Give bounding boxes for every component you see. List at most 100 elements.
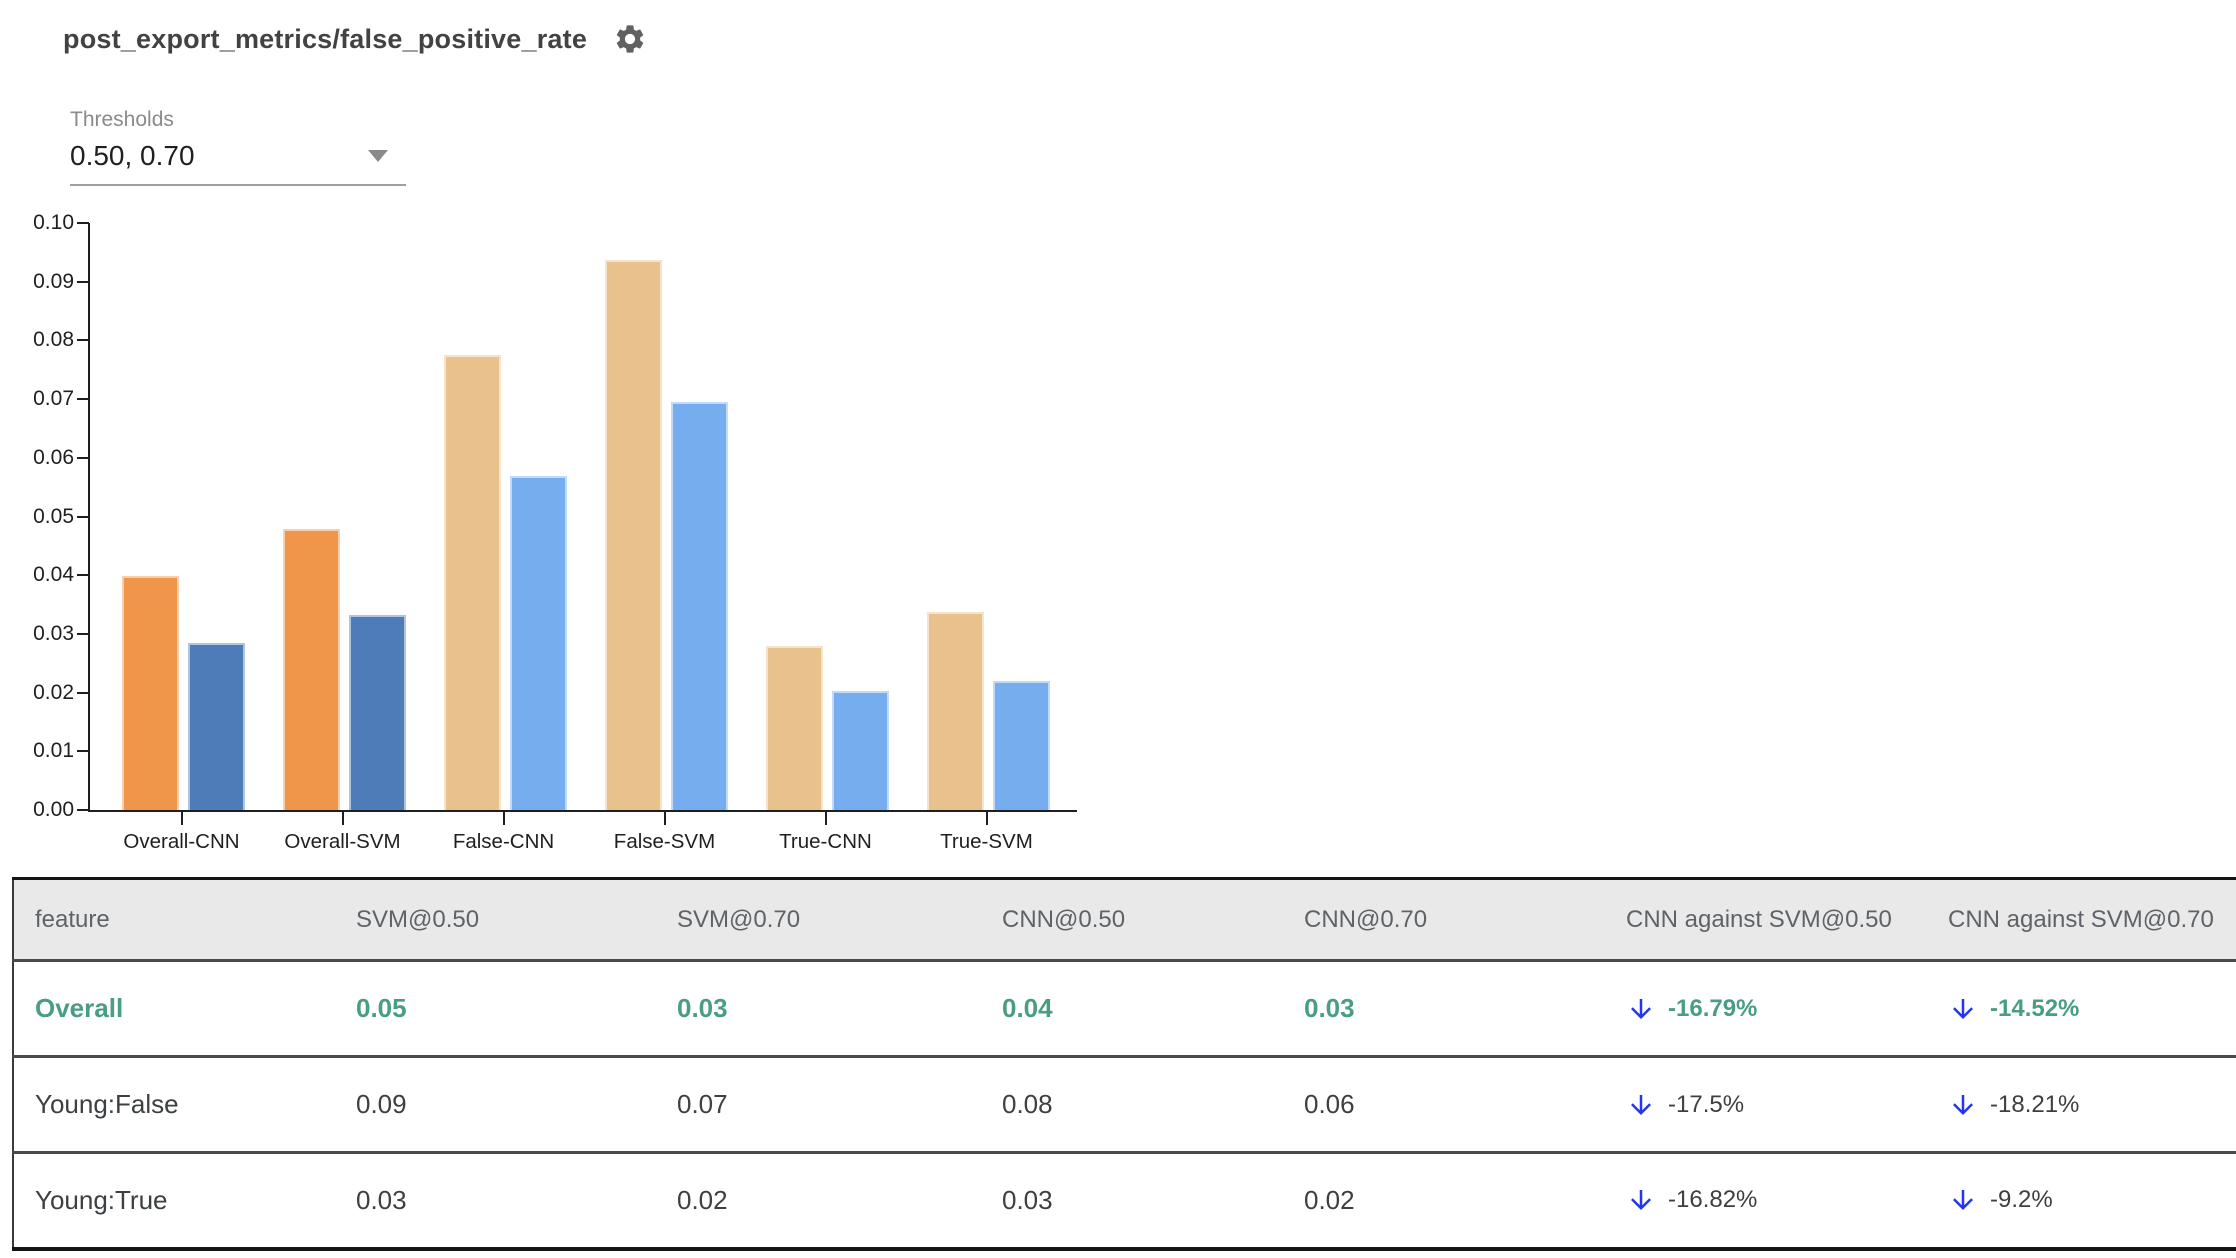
- feature-cell: Overall: [35, 993, 124, 1023]
- settings-gear-icon[interactable]: [613, 22, 647, 56]
- y-axis-tick-label: 0.05: [33, 504, 74, 528]
- y-axis-tick-label: 0.04: [33, 563, 74, 587]
- metric-header: post_export_metrics/false_positive_rate: [63, 22, 647, 56]
- metrics-table: feature SVM@0.50 SVM@0.70 CNN@0.50 CNN@0.70 C…: [12, 877, 2236, 1251]
- x-axis-label-false-svm: False-SVM: [613, 830, 716, 853]
- y-axis-tick-label: 0.03: [33, 621, 74, 645]
- change-cell: -14.52%: [1927, 961, 2236, 1057]
- bar-false-svm-threshold-0-70[interactable]: [671, 402, 728, 810]
- page-title: post_export_metrics/false_positive_rate: [63, 23, 588, 54]
- column-header-feature: feature: [35, 905, 110, 933]
- bar-true-cnn-threshold-0-50[interactable]: [766, 645, 823, 810]
- x-axis-tick: [985, 812, 988, 825]
- change-percentage: -16.79%: [1668, 994, 1758, 1022]
- thresholds-dropdown[interactable]: Thresholds 0.50, 0.70: [70, 108, 406, 186]
- thresholds-select[interactable]: 0.50, 0.70: [70, 132, 406, 186]
- false-positive-rate-bar-chart: 0.00 0.01 0.02 0.03 0.04 0.05 0.06 0.07 0.08 0.09…: [0, 0, 1130, 872]
- bar-false-cnn-threshold-0-50[interactable]: [444, 355, 501, 810]
- bar-true-svm-threshold-0-70[interactable]: [993, 680, 1050, 810]
- chart-plot-area: [88, 223, 1077, 812]
- metric-value-cell: 0.05: [356, 993, 407, 1023]
- table-row-young-false: Young:False 0.09 0.07 0.08 0.06 -17.5% -18.21%: [13, 1056, 2236, 1153]
- feature-cell: Young:True: [35, 1184, 168, 1215]
- chevron-down-icon[interactable]: [368, 150, 388, 162]
- down-arrow-icon: [1631, 1190, 1651, 1211]
- x-axis-label-true-svm: True-SVM: [940, 830, 1033, 853]
- y-axis-tick-label: 0.01: [33, 739, 74, 763]
- column-header-cnn-against-svm-0-50: CNN against SVM@0.50: [1626, 905, 1892, 933]
- change-cell: -16.82%: [1605, 1153, 1927, 1249]
- down-arrow-icon: [1631, 1094, 1651, 1115]
- y-axis-tick-label: 0.08: [33, 328, 74, 352]
- y-axis-tick-label: 0.06: [33, 445, 74, 469]
- change-indicator: -18.21%: [1948, 1090, 2236, 1120]
- y-axis-tick: [77, 632, 89, 635]
- change-indicator: -9.2%: [1948, 1185, 2236, 1215]
- metrics-table-header: feature SVM@0.50 SVM@0.70 CNN@0.50 CNN@0.70 C…: [13, 878, 2236, 961]
- x-axis-label-overall-cnn: Overall-CNN: [123, 830, 240, 853]
- bar-false-svm-threshold-0-50[interactable]: [605, 259, 662, 810]
- y-axis-tick-label: 0.00: [33, 798, 74, 821]
- x-axis-label-true-cnn: True-CNN: [779, 830, 872, 853]
- metric-value-cell: 0.03: [1002, 1184, 1053, 1215]
- metric-value-cell: 0.06: [1304, 1089, 1355, 1119]
- metric-value-cell: 0.02: [1304, 1184, 1355, 1215]
- x-axis-label-overall-svm: Overall-SVM: [284, 830, 401, 853]
- y-axis-tick: [77, 280, 89, 283]
- bar-false-cnn-threshold-0-70[interactable]: [510, 476, 567, 810]
- metric-value-cell: 0.03: [677, 993, 728, 1023]
- y-axis-tick: [77, 574, 89, 577]
- y-axis-tick: [77, 456, 89, 459]
- change-cell: -16.79%: [1605, 961, 1927, 1057]
- table-row-young-true: Young:True 0.03 0.02 0.03 0.02 -16.82% -9.2%: [13, 1152, 2236, 1249]
- y-axis-tick-label: 0.09: [33, 269, 74, 293]
- metric-value-cell: 0.02: [677, 1184, 728, 1215]
- y-axis-tick-label: 0.07: [33, 387, 74, 411]
- x-axis-tick: [663, 812, 666, 825]
- column-header-svm-0-50: SVM@0.50: [356, 905, 480, 933]
- y-axis-tick-label: 0.10: [33, 211, 74, 234]
- table-row-overall: Overall 0.05 0.03 0.04 0.03 -16.79% -14.52%: [13, 960, 2236, 1057]
- down-arrow-icon: [1631, 998, 1651, 1019]
- change-indicator: -14.52%: [1948, 994, 2236, 1024]
- bar-overall-svm-threshold-0-50[interactable]: [283, 529, 340, 810]
- column-header-cnn-against-svm-0-70: CNN against SVM@0.70: [1948, 905, 2214, 933]
- change-indicator: -16.82%: [1626, 1185, 1926, 1215]
- x-axis-tick: [824, 812, 827, 825]
- y-axis-tick: [77, 515, 89, 518]
- y-axis-tick: [77, 222, 89, 224]
- down-arrow-icon: [1953, 1094, 1973, 1115]
- x-axis-label-false-cnn: False-CNN: [452, 830, 555, 853]
- metric-value-cell: 0.07: [677, 1089, 728, 1119]
- column-header-svm-0-70: SVM@0.70: [677, 905, 801, 933]
- change-percentage: -17.5%: [1668, 1090, 1745, 1118]
- y-axis-tick: [77, 809, 89, 811]
- metric-value-cell: 0.08: [1002, 1089, 1053, 1119]
- bar-true-svm-threshold-0-50[interactable]: [927, 612, 984, 810]
- bar-overall-cnn-threshold-0-50[interactable]: [122, 576, 179, 810]
- metric-value-cell: 0.09: [356, 1089, 407, 1119]
- y-axis-tick-label: 0.02: [33, 680, 74, 704]
- change-indicator: -17.5%: [1626, 1090, 1926, 1120]
- y-axis-tick: [77, 750, 89, 753]
- y-axis-tick: [77, 339, 89, 342]
- change-percentage: -14.52%: [1990, 994, 2080, 1022]
- change-percentage: -18.21%: [1990, 1090, 2080, 1118]
- bar-true-cnn-threshold-0-70[interactable]: [832, 691, 889, 810]
- feature-cell: Young:False: [35, 1089, 179, 1119]
- x-axis-tick: [341, 812, 344, 825]
- thresholds-label: Thresholds: [70, 108, 174, 131]
- metric-value-cell: 0.03: [356, 1184, 407, 1215]
- column-header-cnn-0-70: CNN@0.70: [1304, 905, 1428, 933]
- change-cell: -18.21%: [1927, 1057, 2236, 1153]
- metric-value-cell: 0.03: [1304, 993, 1355, 1023]
- bar-overall-svm-threshold-0-70[interactable]: [349, 615, 406, 810]
- y-axis-tick: [77, 398, 89, 401]
- x-axis-tick: [502, 812, 505, 825]
- metric-value-cell: 0.04: [1002, 993, 1053, 1023]
- bar-overall-cnn-threshold-0-70[interactable]: [188, 643, 245, 810]
- column-header-cnn-0-50: CNN@0.50: [1002, 905, 1126, 933]
- change-percentage: -9.2%: [1990, 1186, 2053, 1214]
- change-indicator: -16.79%: [1626, 994, 1926, 1024]
- down-arrow-icon: [1953, 1190, 1973, 1211]
